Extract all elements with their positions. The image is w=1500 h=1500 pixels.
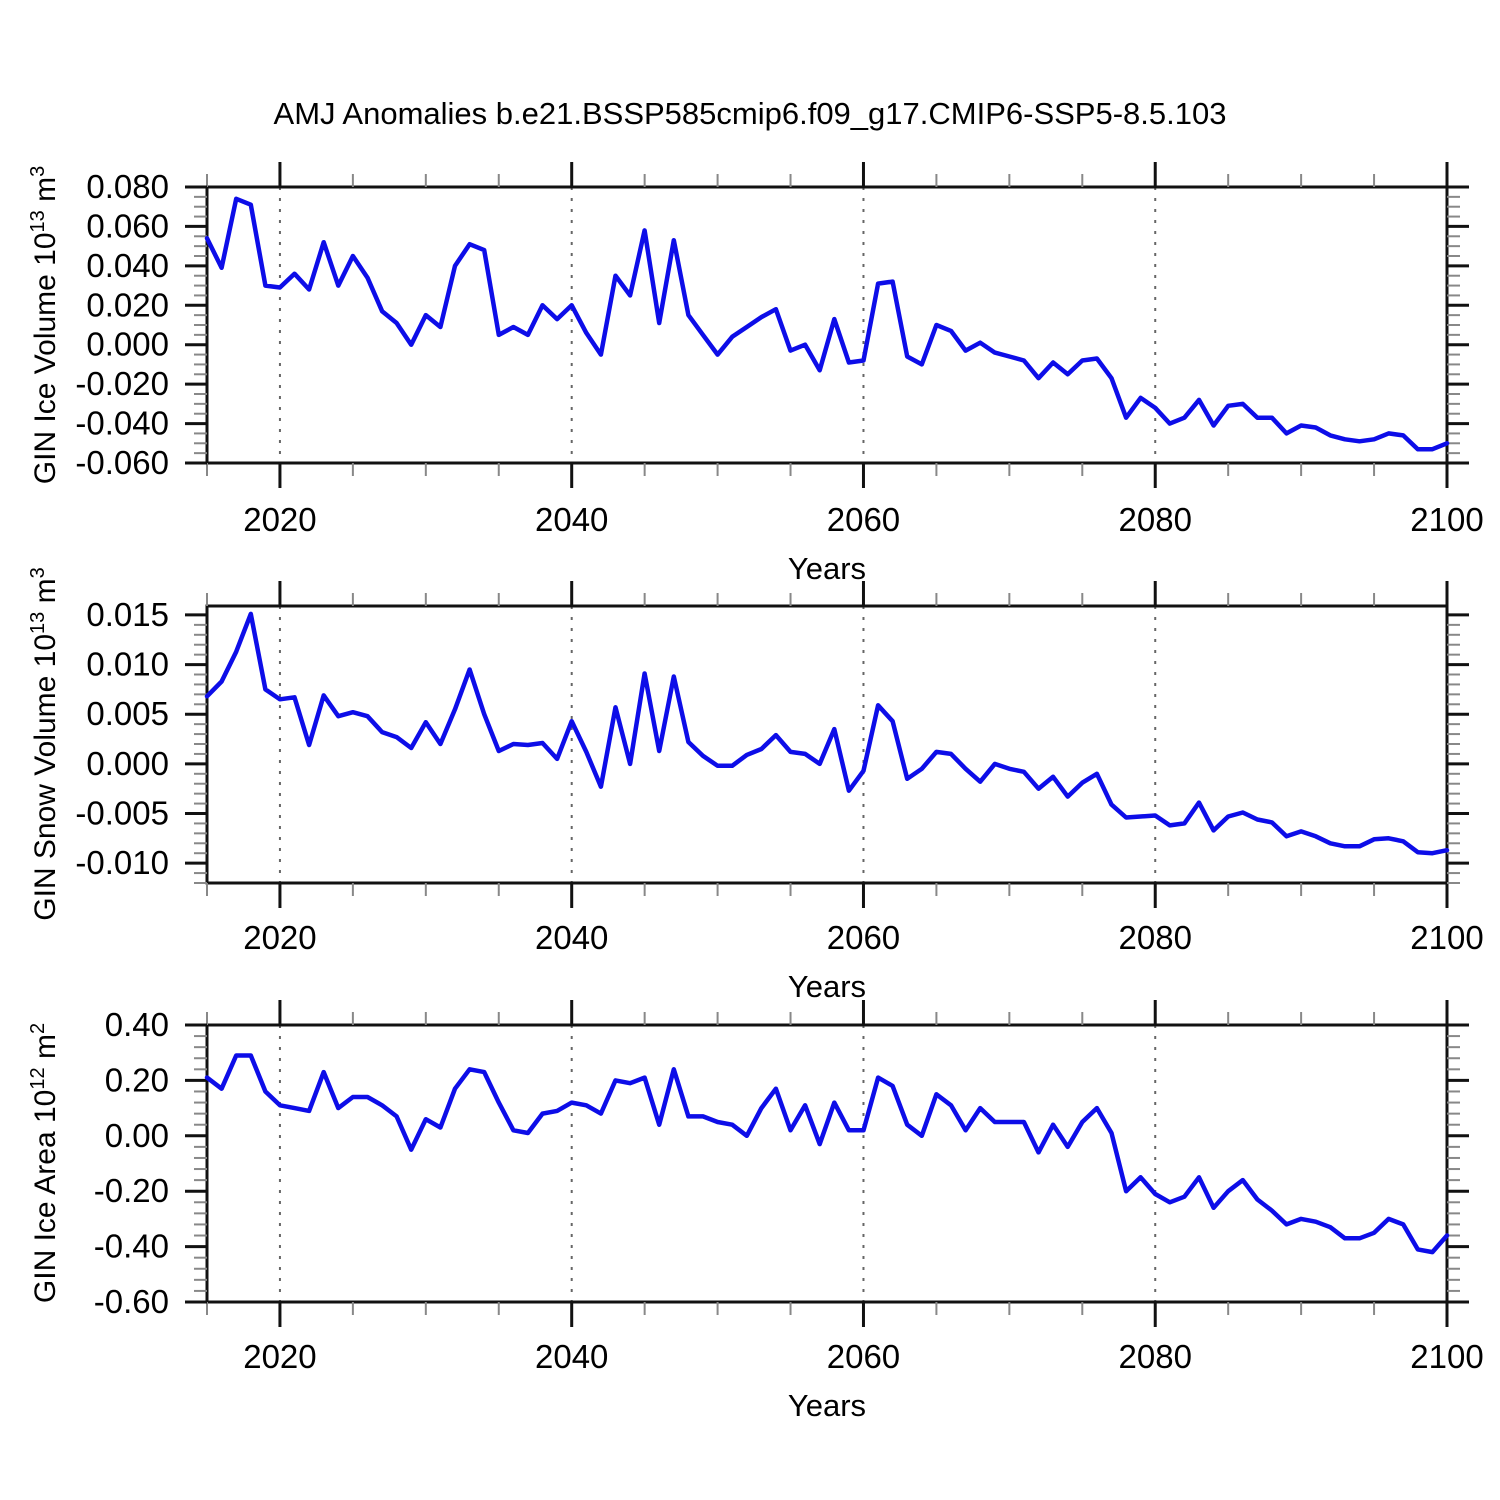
panel-gin-snow-volume: 2020 2040 2060 2080 2100 0.015 0.010 0.005 0.000… (75, 581, 1484, 1004)
x-tick-label: 2040 (535, 919, 608, 956)
y-tick-label: -0.020 (75, 365, 169, 402)
y-tick-label: 0.060 (86, 207, 169, 244)
y-tick-label: 0.020 (86, 286, 169, 323)
chart-title: AMJ Anomalies b.e21.BSSP585cmip6.f09_g17… (273, 96, 1227, 131)
x-tick-label: 2100 (1410, 501, 1483, 538)
y-tick-label: -0.060 (75, 444, 169, 481)
y-tick-label: 0.00 (105, 1117, 169, 1154)
x-tick-label: 2060 (827, 1338, 900, 1375)
x-tick-label: 2020 (243, 501, 316, 538)
y-tick-label: -0.20 (94, 1172, 169, 1209)
x-tick-label: 2040 (535, 1338, 608, 1375)
series-line-gin-snow-volume (204, 611, 1450, 856)
panel-gin-ice-volume: 2020 2040 2060 2080 2100 0.0800.0600.0400.020… (75, 162, 1484, 586)
y-tick-label: -0.040 (75, 405, 169, 442)
x-axis-title: Years (788, 1388, 866, 1423)
x-tick-label: 2040 (535, 501, 608, 538)
y-tick-label: 0.040 (86, 247, 169, 284)
x-axis-title: Years (788, 969, 866, 1004)
x-tick-label: 2080 (1119, 501, 1192, 538)
x-tick-label: 2080 (1119, 919, 1192, 956)
y-tick-label: -0.40 (94, 1228, 169, 1265)
y-tick-label: 0.005 (86, 695, 169, 732)
x-tick-label: 2020 (243, 1338, 316, 1375)
y-tick-label: 0.40 (105, 1006, 169, 1043)
y-tick-label: 0.000 (86, 326, 169, 363)
x-tick-label: 2080 (1119, 1338, 1192, 1375)
y-tick-label: 0.080 (86, 168, 169, 205)
plot-frame (205, 1023, 1449, 1304)
panel-gin-ice-area: 2020 2040 2060 2080 2100 0.40 0.20 0.00 -0.20 -0.… (94, 1000, 1484, 1423)
y-tick-label: -0.60 (94, 1283, 169, 1320)
y-tick-label: -0.005 (75, 795, 169, 832)
y-tick-label: 0.000 (86, 745, 169, 782)
series-line-gin-ice-area (204, 1053, 1450, 1255)
x-tick-label: 2060 (827, 501, 900, 538)
x-axis-title: Years (788, 551, 866, 586)
y-tick-label: 0.015 (86, 596, 169, 633)
y-tick-label: -0.010 (75, 844, 169, 881)
series-line-gin-ice-volume (204, 196, 1450, 452)
x-tick-label: 2100 (1410, 1338, 1483, 1375)
y-tick-label: 0.010 (86, 646, 169, 683)
x-tick-label: 2060 (827, 919, 900, 956)
y-tick-label: 0.20 (105, 1061, 169, 1098)
plot-frame (205, 185, 1449, 465)
x-tick-label: 2020 (243, 919, 316, 956)
x-tick-label: 2100 (1410, 919, 1483, 956)
